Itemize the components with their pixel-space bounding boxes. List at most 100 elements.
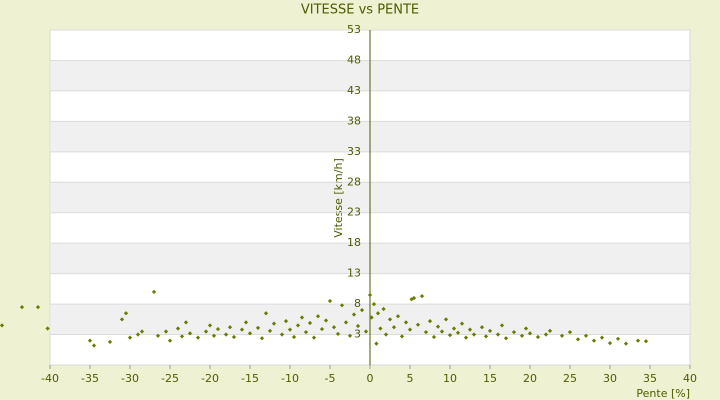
x-tick-label: 25 — [563, 372, 577, 385]
point — [371, 301, 377, 307]
point — [591, 338, 597, 343]
point — [303, 329, 309, 335]
point — [463, 335, 469, 340]
x-tick-label: -20 — [201, 372, 219, 385]
y-axis-label: Vitesse [km/h] — [332, 158, 345, 238]
point — [399, 334, 405, 339]
point — [615, 336, 621, 341]
point — [267, 328, 273, 334]
point — [203, 329, 209, 334]
y-tick-label: 18 — [347, 236, 361, 249]
x-tick-label: -15 — [241, 372, 259, 385]
point — [559, 333, 565, 338]
point — [351, 312, 357, 317]
point — [467, 327, 473, 332]
x-tick-label: -25 — [161, 372, 179, 385]
point — [407, 327, 413, 332]
point — [527, 331, 533, 336]
point — [543, 332, 549, 337]
point — [255, 325, 261, 330]
x-tick-label: 10 — [443, 372, 457, 385]
point — [135, 332, 141, 337]
point — [495, 332, 501, 337]
x-tick-label: 15 — [483, 372, 497, 385]
point — [291, 334, 297, 340]
point — [331, 325, 337, 330]
point — [367, 292, 373, 298]
point — [151, 289, 157, 295]
point — [623, 341, 629, 346]
point — [211, 333, 217, 338]
point — [431, 334, 437, 340]
point — [163, 329, 169, 334]
point — [381, 306, 386, 312]
point — [435, 324, 441, 329]
point — [643, 339, 649, 344]
point — [227, 325, 233, 330]
point — [447, 333, 453, 338]
point — [347, 333, 353, 338]
y-tick-label: 3 — [354, 328, 361, 341]
point — [583, 333, 589, 338]
x-tick-label: 35 — [643, 372, 657, 385]
point — [387, 317, 393, 322]
point — [167, 338, 173, 343]
point — [335, 331, 341, 337]
point — [483, 334, 489, 339]
point — [455, 330, 461, 335]
point — [403, 320, 409, 325]
x-tick-label: 40 — [683, 372, 697, 385]
point — [239, 327, 245, 332]
point — [195, 335, 201, 340]
point — [487, 328, 493, 334]
point — [383, 332, 389, 337]
x-tick-label: -5 — [325, 372, 336, 385]
point — [295, 323, 301, 328]
point — [243, 320, 249, 325]
point — [635, 338, 641, 343]
point — [519, 333, 525, 338]
point — [139, 329, 145, 334]
point — [503, 336, 509, 341]
point — [427, 319, 433, 324]
point — [443, 317, 449, 322]
point — [439, 329, 445, 334]
point — [155, 333, 161, 338]
point — [127, 335, 133, 340]
point — [451, 326, 457, 331]
point — [207, 323, 213, 328]
x-tick-label: -10 — [281, 372, 299, 385]
point — [287, 327, 293, 332]
point — [575, 337, 581, 342]
point — [547, 328, 553, 334]
point — [523, 326, 529, 331]
point — [411, 295, 417, 301]
point — [499, 323, 505, 328]
point — [175, 326, 181, 331]
point — [187, 331, 193, 336]
x-tick-label: 20 — [523, 372, 537, 385]
point — [395, 314, 401, 319]
point — [319, 326, 325, 332]
point — [369, 315, 374, 320]
point — [183, 320, 189, 325]
point — [423, 329, 429, 335]
x-tick-label: 30 — [603, 372, 617, 385]
point — [259, 336, 265, 341]
y-tick-label: 23 — [347, 206, 361, 219]
point — [607, 340, 613, 346]
x-axis-label: Pente [%] — [636, 387, 690, 400]
y-tick-label: 38 — [347, 114, 361, 127]
point — [263, 311, 269, 316]
x-tick-label: -35 — [81, 372, 99, 385]
point — [179, 334, 185, 339]
x-tick-label: 0 — [367, 372, 374, 385]
x-tick-label: -30 — [121, 372, 139, 385]
point — [419, 294, 425, 299]
point — [363, 329, 369, 334]
point — [599, 335, 605, 340]
point — [247, 331, 253, 336]
point — [299, 315, 305, 320]
y-tick-label: 53 — [347, 23, 361, 36]
